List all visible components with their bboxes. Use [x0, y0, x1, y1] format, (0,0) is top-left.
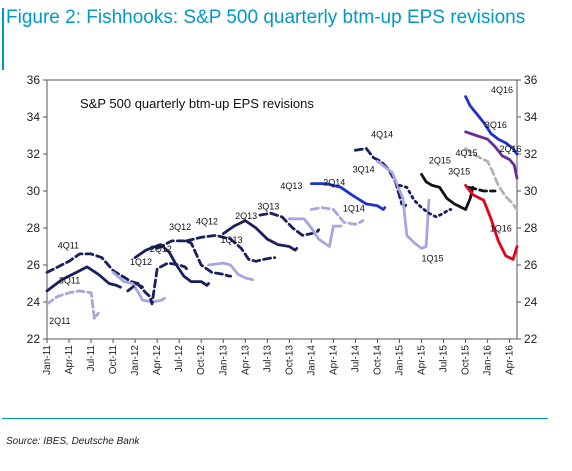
x-tick-label: Apr-15 [417, 345, 428, 375]
y-tick-label-left: 30 [27, 184, 41, 198]
series-line-4q14 [354, 147, 409, 208]
x-tick-label: Jul-11 [86, 345, 97, 372]
x-tick-label: Apr-14 [328, 345, 339, 375]
series-label: 4Q11 [58, 240, 79, 250]
source-note: Source: IBES, Deutsche Bank [6, 436, 140, 447]
series-line-1q13 [207, 261, 254, 282]
x-tick-label: Jan-13 [218, 345, 229, 376]
x-tick-label: Jan-12 [130, 345, 141, 376]
y-tick-label-left: 28 [27, 221, 41, 235]
series-line-3q13 [221, 219, 299, 252]
series-label: 2Q11 [49, 316, 70, 326]
title-accent-bar [2, 8, 4, 70]
y-tick-label-right: 36 [524, 73, 538, 87]
series-line-4q16 [464, 95, 519, 156]
x-tick-label: Jul-13 [262, 345, 273, 373]
y-tick-label-left: 34 [27, 110, 41, 124]
y-axis-left: 22 24 26 28 30 32 34 36 [27, 73, 47, 346]
y-tick-label-right: 32 [524, 147, 538, 161]
series-line-3q11 [45, 265, 122, 293]
x-tick-label: Jan-14 [306, 345, 317, 376]
x-tick-label: Oct-14 [372, 345, 383, 375]
series-line-2q14 [310, 206, 365, 226]
series-label: 1Q15 [422, 253, 444, 263]
series-label: 4Q13 [280, 181, 302, 191]
series-label: 3Q16 [485, 120, 507, 130]
series-line-4q12 [155, 239, 232, 278]
y-tick-label-right: 22 [524, 332, 538, 346]
series-line-2q11 [45, 289, 100, 320]
series-line-1q14 [287, 217, 343, 248]
series-label: 2Q16 [500, 144, 522, 154]
series-label: 1Q16 [490, 224, 512, 234]
figure-title: Figure 2: Fishhooks: S&P 500 quarterly b… [6, 7, 526, 28]
series-line-3q16 [464, 130, 519, 180]
series-line-4q13 [258, 211, 321, 237]
x-tick-label: Apr-16 [505, 345, 516, 375]
series-label: 2Q13 [235, 211, 257, 221]
series-label: 2Q12 [150, 244, 172, 254]
series-label: 1Q12 [130, 257, 152, 267]
y-tick-label-right: 24 [524, 295, 538, 309]
series-label: 3Q11 [59, 276, 80, 286]
series-line-3q14 [310, 182, 387, 211]
y-tick-label-left: 24 [27, 295, 41, 309]
x-tick-label: Jan-15 [395, 345, 406, 376]
y-tick-label-right: 26 [524, 258, 538, 272]
series-label: 2Q14 [323, 177, 345, 187]
series-line-1q15 [376, 160, 431, 250]
x-tick-label: Apr-13 [240, 345, 251, 375]
y-tick-label-left: 22 [27, 332, 41, 346]
x-tick-label: Apr-11 [64, 345, 75, 375]
series-label: 1Q14 [343, 203, 365, 213]
y-tick-label-left: 32 [27, 147, 41, 161]
series-line-3q12 [133, 243, 210, 287]
x-tick-label: Oct-11 [108, 345, 119, 375]
series-label: 3Q14 [353, 165, 375, 175]
series-line-2q15 [398, 184, 453, 219]
x-tick-label: Jul-12 [174, 345, 185, 373]
y-tick-label-left: 36 [27, 73, 41, 87]
x-axis: Jan-11 Apr-11 Jul-11 Oct-11 Jan-12 Apr-12 Jul-… [42, 339, 516, 376]
series-label: 4Q14 [371, 129, 393, 139]
x-tick-label: Jan-11 [42, 345, 53, 375]
y-tick-label-right: 30 [524, 184, 538, 198]
chart-subtitle: S&P 500 quarterly btm-up EPS revisions [80, 96, 314, 111]
series-label: 3Q15 [448, 166, 470, 176]
eps-revisions-chart: 22 24 26 28 30 32 34 36 22 24 26 28 30 32 34 36 Jan-11… [27, 73, 538, 376]
series-label: 3Q12 [169, 222, 191, 232]
x-tick-label: Oct-15 [461, 345, 472, 375]
y-tick-label-right: 28 [524, 221, 538, 235]
series-line-4q15 [467, 185, 497, 193]
y-axis-right: 22 24 26 28 30 32 34 36 [517, 73, 538, 346]
series-label: 2Q15 [429, 155, 451, 165]
series-line-1q16 [464, 184, 519, 261]
x-tick-label: Jul-15 [439, 345, 450, 373]
x-tick-label: Oct-13 [284, 345, 295, 375]
x-tick-label: Oct-12 [196, 345, 207, 375]
y-tick-label-left: 26 [27, 258, 41, 272]
plot-area [46, 79, 518, 340]
series-line-2q12 [126, 261, 188, 306]
series-label: 4Q12 [196, 216, 218, 226]
source-divider [2, 418, 548, 419]
x-tick-label: Jan-16 [483, 345, 494, 376]
series-label: 1Q13 [220, 235, 242, 245]
series-line-2q16 [464, 147, 519, 211]
y-tick-label-right: 34 [524, 110, 538, 124]
series-label: 4Q15 [455, 148, 477, 158]
x-tick-label: Jul-14 [350, 345, 361, 373]
series-label: 3Q13 [257, 202, 279, 212]
series-label: 4Q16 [491, 85, 513, 95]
series-line-2q13 [185, 234, 277, 263]
series-layer [45, 95, 519, 320]
series-line-3q15 [420, 173, 475, 211]
x-tick-label: Apr-12 [152, 345, 163, 375]
series-line-1q12 [111, 271, 166, 304]
